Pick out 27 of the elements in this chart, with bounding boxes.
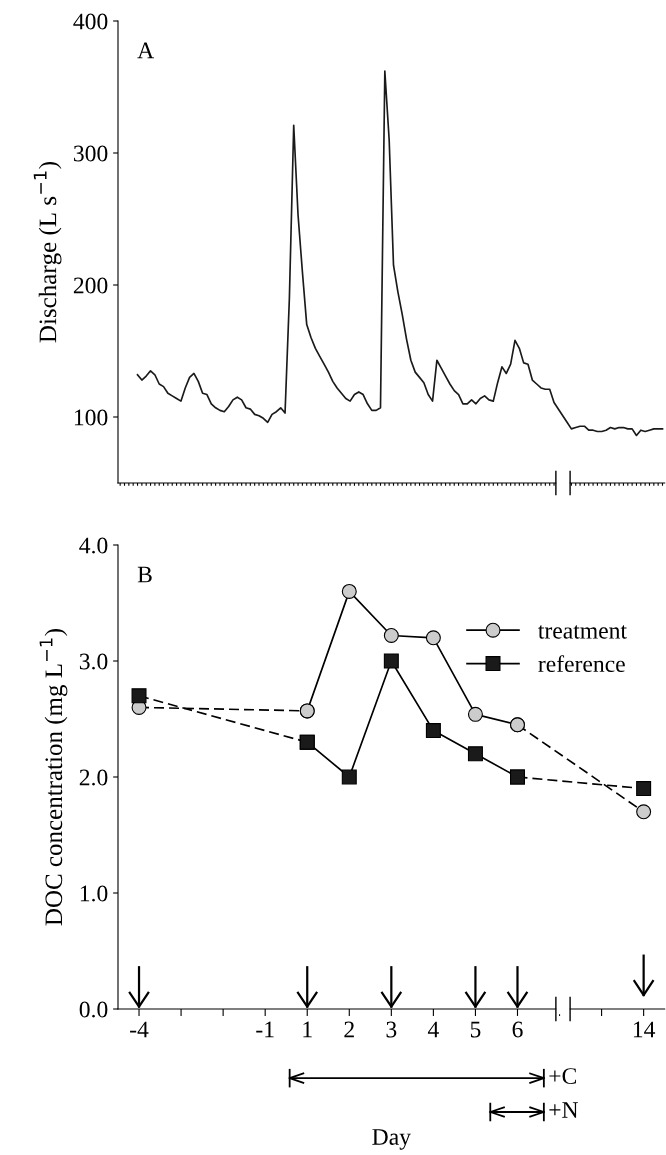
y-tick-label: 2.0	[79, 769, 108, 786]
x-tick-label: 1	[303, 1021, 312, 1038]
x-tick-label: -4	[130, 1021, 149, 1038]
x-tick-label: -1	[256, 1021, 274, 1038]
x-tick-label: 5	[470, 1021, 481, 1038]
legend-label: reference	[538, 655, 625, 673]
y-tick-label: 3.0	[79, 653, 108, 670]
y-tick-label: 1.0	[80, 885, 108, 902]
x-tick-label: 4	[427, 1021, 439, 1038]
y-tick-label: 400	[73, 13, 108, 30]
x-tick-label: 2	[344, 1021, 354, 1038]
y-axis-title: Discharge (L s$^{−1}$)	[33, 162, 62, 343]
legend-label: treatment	[538, 625, 627, 639]
text: +C	[549, 1068, 576, 1085]
x-tick-label: 14	[633, 1021, 656, 1038]
y-axis-title: DOC concentration (mg L$^{−1}$)	[39, 629, 68, 926]
y-tick-label: 4.0	[79, 537, 108, 554]
text: +N	[549, 1102, 579, 1118]
text: B	[137, 566, 152, 583]
y-tick-label: 0.0	[79, 1001, 108, 1018]
x-axis-title: Day	[372, 1129, 411, 1150]
x-tick-label: 6	[512, 1021, 523, 1038]
y-tick-label: 300	[73, 145, 108, 162]
y-tick-label: 100	[74, 409, 108, 426]
x-tick-label: 3	[386, 1021, 397, 1038]
y-tick-label: 200	[73, 277, 108, 294]
text: A	[137, 42, 155, 59]
